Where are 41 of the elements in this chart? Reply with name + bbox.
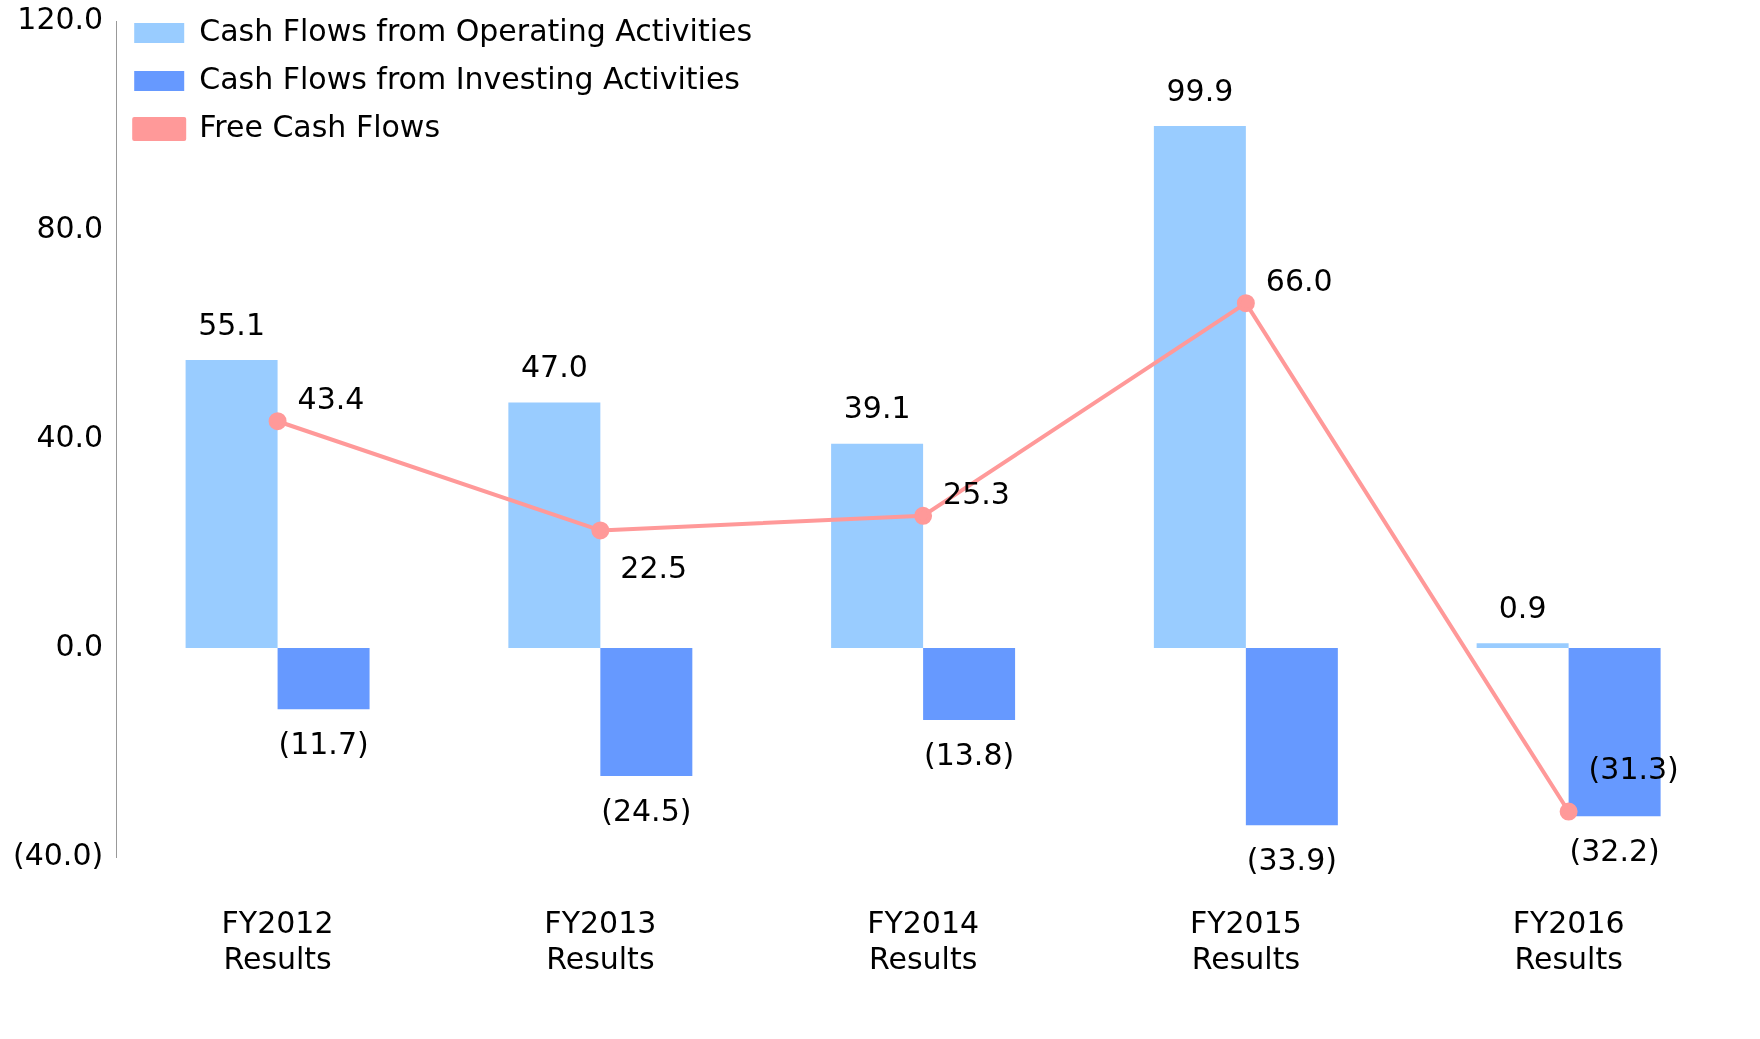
data-label: 25.3 [943, 475, 1010, 511]
data-label: 0.9 [1498, 590, 1547, 626]
bar [277, 648, 370, 710]
point [1236, 294, 1255, 313]
data-label: (33.9) [1246, 841, 1337, 877]
x-tick-label: FY2016 Results [1512, 904, 1625, 976]
point [268, 412, 287, 431]
point [591, 521, 610, 540]
bar [600, 648, 693, 777]
data-label: 22.5 [620, 550, 688, 586]
x-tick-label: FY2013 Results [544, 904, 657, 976]
bar [1153, 126, 1246, 648]
y-tick-label: 120.0 [17, 0, 104, 36]
y-tick-label: 40.0 [36, 418, 104, 454]
bar [1476, 643, 1569, 648]
legend-label: Free Cash Flows [199, 108, 441, 144]
y-tick-label: (40.0) [12, 836, 104, 872]
bar [1245, 648, 1338, 826]
y-tick-label: 0.0 [55, 627, 104, 663]
point [914, 506, 933, 525]
data-label: (11.7) [278, 725, 369, 761]
data-label: 99.9 [1166, 72, 1234, 108]
bar [185, 360, 278, 648]
data-label: (24.5) [601, 792, 692, 828]
legend-label: Cash Flows from Investing Activities [199, 60, 740, 96]
data-label: 55.1 [198, 306, 265, 342]
legend-label: Cash Flows from Operating Activities [199, 12, 753, 48]
data-label: 43.4 [297, 381, 365, 417]
y-tick-label: 80.0 [36, 209, 104, 245]
data-label: 66.0 [1265, 262, 1333, 298]
x-tick-label: FY2012 Results [221, 904, 334, 976]
data-label: (13.8) [923, 736, 1015, 772]
bar [831, 443, 924, 648]
x-tick-label: FY2014 Results [867, 904, 980, 976]
x-tick-label: FY2015 Results [1189, 904, 1302, 976]
bar [923, 648, 1016, 721]
data-label: (32.2) [1569, 833, 1660, 869]
data-label: 39.1 [843, 390, 911, 426]
data-label: 47.0 [520, 349, 588, 385]
bar [508, 402, 601, 648]
point [1559, 802, 1578, 821]
